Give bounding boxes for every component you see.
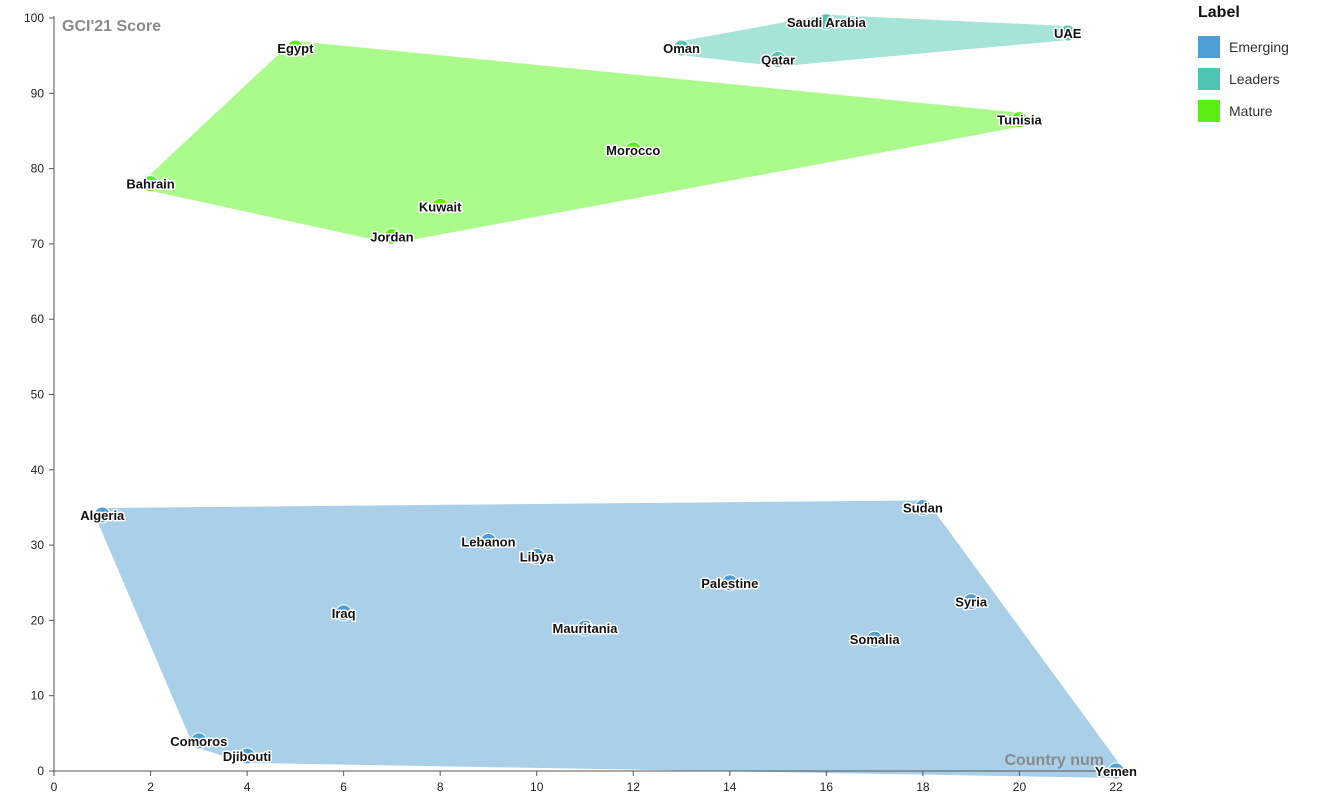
y-tick-label: 100 [24, 11, 44, 25]
point-label-djibouti: Djibouti [223, 749, 271, 764]
point-layer [93, 13, 1125, 780]
legend-swatch-leaders [1198, 68, 1220, 90]
hull-leaders [674, 14, 1075, 67]
y-tick-label: 80 [31, 162, 45, 176]
point-qatar[interactable] [769, 50, 787, 68]
point-tunisia[interactable] [1010, 111, 1028, 129]
x-tick-label: 6 [340, 780, 347, 794]
x-tick-label: 12 [627, 780, 641, 794]
y-axis-title: GCI'21 Score [62, 18, 161, 35]
point-label-algeria: Algeria [80, 508, 125, 523]
point-label-comoros: Comoros [170, 734, 227, 749]
legend-item-mature[interactable]: Mature [1198, 100, 1308, 122]
point-label-egypt: Egypt [277, 41, 314, 56]
point-morocco[interactable] [624, 141, 642, 159]
point-label-libya: Libya [520, 549, 555, 564]
x-tick-label: 22 [1109, 780, 1123, 794]
point-algeria[interactable] [93, 506, 111, 524]
point-label-qatar: Qatar [761, 52, 795, 67]
hull-layer [95, 14, 1123, 778]
legend: Label Emerging Leaders Mature [1198, 4, 1308, 132]
point-uae[interactable] [1059, 24, 1077, 42]
point-label-tunisia: Tunisia [997, 113, 1042, 128]
y-tick-label: 70 [31, 237, 45, 251]
legend-title: Label [1198, 4, 1240, 21]
legend-item-leaders[interactable]: Leaders [1198, 68, 1308, 90]
point-palestine[interactable] [721, 574, 739, 592]
x-axis-title: Country num [1004, 752, 1104, 769]
point-label-palestine: Palestine [701, 576, 758, 591]
point-mauritania[interactable] [576, 619, 594, 637]
point-jordan[interactable] [383, 227, 401, 245]
x-tick-label: 2 [147, 780, 154, 794]
legend-label-mature: Mature [1229, 103, 1273, 119]
point-oman[interactable] [673, 39, 691, 57]
point-label-mauritania: Mauritania [552, 621, 618, 636]
axis-layer: 0 10 20 30 40 50 60 70 80 90 100 0 2 4 6 8 10 12 14 16 18 20 2… [24, 11, 1123, 794]
point-libya[interactable] [528, 547, 546, 565]
point-label-syria: Syria [955, 595, 988, 610]
y-tick-label: 50 [31, 388, 45, 402]
x-tick-label: 16 [820, 780, 834, 794]
point-label-oman: Oman [663, 41, 700, 56]
point-label-sudan: Sudan [903, 500, 943, 515]
x-tick-label: 18 [916, 780, 930, 794]
point-label-kuwait: Kuwait [419, 199, 462, 214]
legend-item-emerging[interactable]: Emerging [1198, 36, 1308, 58]
hull-mature [143, 41, 1027, 244]
point-somalia[interactable] [866, 630, 884, 648]
legend-swatch-mature [1198, 100, 1220, 122]
point-label-saudi-arabia: Saudi Arabia [787, 15, 867, 30]
point-comoros[interactable] [190, 732, 208, 750]
legend-swatch-emerging [1198, 36, 1220, 58]
x-tick-label: 20 [1013, 780, 1027, 794]
y-tick-label: 40 [31, 463, 45, 477]
y-tick-label: 30 [31, 538, 45, 552]
point-bahrain[interactable] [142, 175, 160, 193]
point-egypt[interactable] [286, 39, 304, 57]
point-label-morocco: Morocco [606, 143, 660, 158]
x-tick-label: 10 [530, 780, 544, 794]
point-lebanon[interactable] [479, 532, 497, 550]
y-tick-label: 90 [31, 86, 45, 100]
point-label-jordan: Jordan [370, 229, 413, 244]
point-kuwait[interactable] [431, 197, 449, 215]
point-djibouti[interactable] [238, 747, 256, 765]
y-tick-label: 60 [31, 312, 45, 326]
point-label-bahrain: Bahrain [126, 177, 174, 192]
point-syria[interactable] [962, 593, 980, 611]
y-tick-label: 10 [31, 689, 45, 703]
hull-emerging [95, 500, 1123, 778]
legend-label-emerging: Emerging [1229, 39, 1289, 55]
point-label-uae: UAE [1054, 26, 1082, 41]
x-tick-label: 4 [244, 780, 251, 794]
point-label-somalia: Somalia [850, 632, 901, 647]
point-label-yemen: Yemen [1095, 764, 1137, 779]
x-tick-label: 0 [51, 780, 58, 794]
x-tick-label: 14 [723, 780, 737, 794]
y-tick-label: 0 [37, 764, 44, 778]
point-yemen[interactable] [1107, 762, 1125, 780]
legend-label-leaders: Leaders [1229, 71, 1280, 87]
point-sudan[interactable] [914, 498, 932, 516]
point-label-lebanon: Lebanon [461, 534, 515, 549]
point-iraq[interactable] [335, 604, 353, 622]
y-tick-label: 20 [31, 613, 45, 627]
point-label-iraq: Iraq [332, 606, 356, 621]
x-tick-label: 8 [437, 780, 444, 794]
point-saudi-arabia[interactable] [817, 13, 835, 31]
